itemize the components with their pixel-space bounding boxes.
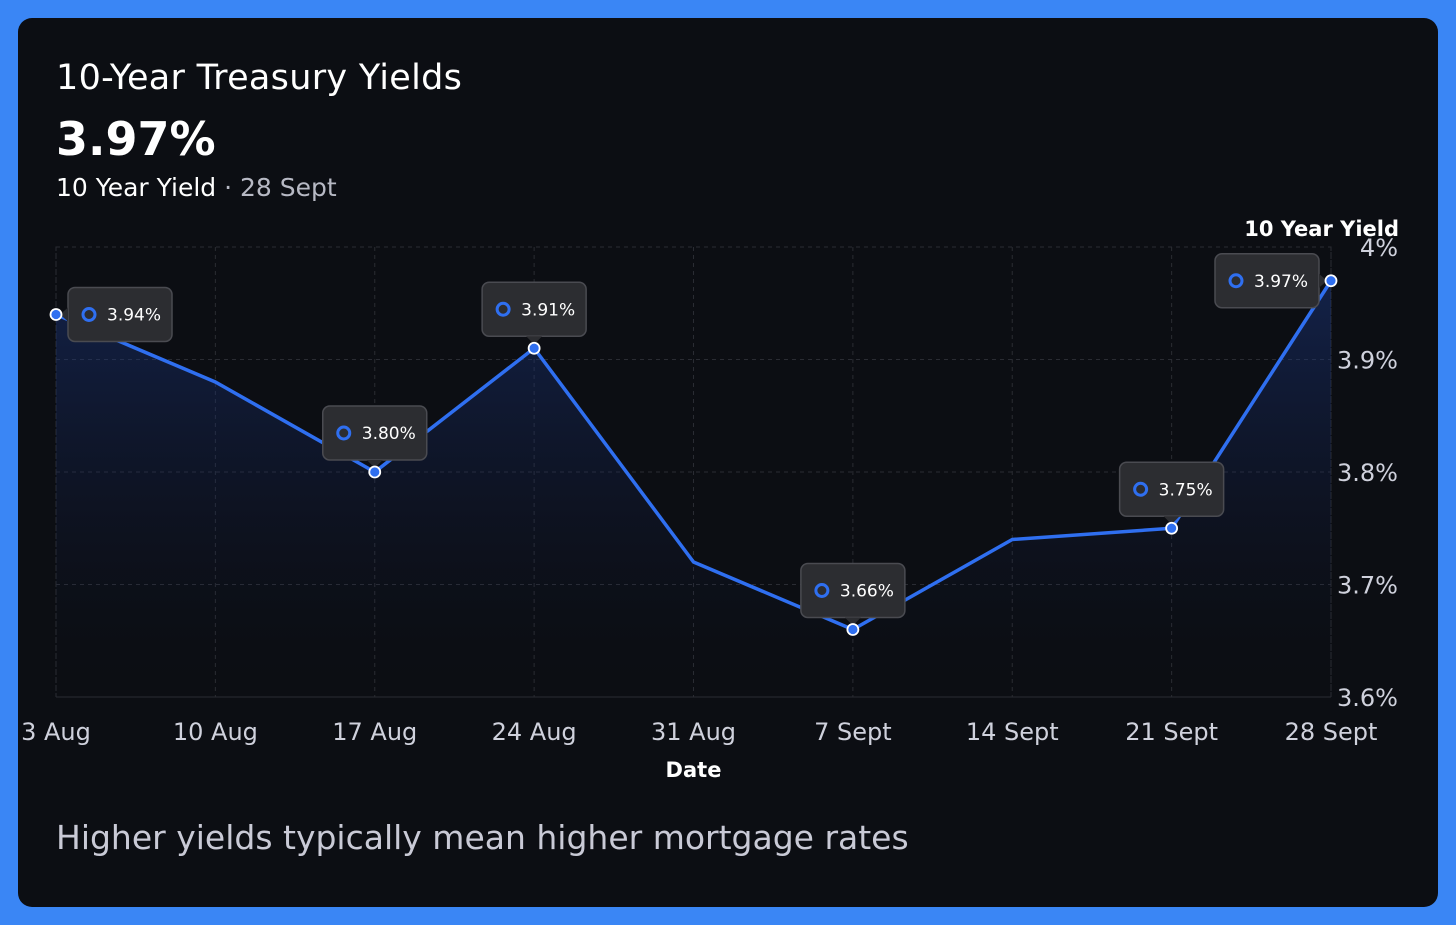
y-tick-label: 3.8%: [1337, 459, 1398, 487]
point-label-pointer: [526, 336, 543, 345]
x-tick-label: 10 Aug: [173, 718, 258, 746]
y-tick-label: 3.6%: [1337, 684, 1398, 712]
subtitle: 10 Year Yield · 28 Sept: [56, 173, 337, 202]
chart-points: [49, 274, 1338, 636]
chart-point-labels: 3.94% 3.80% 3.91% 3.66% 3.75% 3.97%: [60, 253, 1327, 626]
data-point[interactable]: [1165, 521, 1179, 535]
x-tick-label: 17 Aug: [332, 718, 417, 746]
series-marker-icon: [1133, 481, 1149, 497]
point-label-text: 3.94%: [107, 306, 161, 326]
point-label-text: 3.91%: [521, 300, 575, 320]
footer-note: Higher yields typically mean higher mort…: [56, 818, 909, 857]
point-label-pointer: [1319, 273, 1327, 288]
series-marker-icon: [81, 307, 97, 322]
chart-area-layer: [56, 280, 1331, 697]
x-tick-label: 28 Sept: [1285, 718, 1378, 746]
point-label-pointer: [1163, 516, 1180, 525]
point-label: 3.97%: [1214, 253, 1327, 309]
point-label-pointer: [366, 460, 383, 468]
subtitle-label: 10 Year Yield: [56, 173, 217, 202]
point-label-text: 3.97%: [1254, 272, 1308, 292]
x-tick-label: 31 Aug: [651, 718, 736, 746]
point-label-text: 3.80%: [362, 424, 416, 444]
data-point[interactable]: [527, 341, 541, 355]
data-point[interactable]: [368, 465, 382, 479]
page-title: 10-Year Treasury Yields: [56, 58, 463, 98]
series-line: [54, 279, 1333, 632]
series-marker-icon: [336, 425, 352, 441]
y-tick-label: 3.9%: [1337, 347, 1398, 375]
subtitle-date: 28 Sept: [240, 173, 337, 202]
series-marker-icon: [495, 301, 511, 317]
data-point[interactable]: [846, 623, 860, 636]
x-tick-label: 14 Sept: [966, 718, 1059, 746]
y-tick-label: 3.7%: [1337, 572, 1398, 600]
point-label-text: 3.66%: [840, 582, 894, 602]
series-marker-icon: [814, 583, 830, 598]
subtitle-separator: ·: [224, 173, 233, 202]
series-area: [56, 280, 1331, 697]
y-axis-ticks: 3.6% 3.7% 3.8% 3.9% 4%: [1337, 234, 1398, 712]
point-label: 3.94%: [60, 286, 173, 343]
x-tick-label: 21 Sept: [1125, 718, 1218, 746]
point-label-pointer: [60, 307, 68, 322]
x-tick-label: 3 Aug: [21, 718, 91, 746]
series-marker-icon: [1228, 273, 1244, 289]
data-point[interactable]: [49, 308, 63, 321]
point-label: 3.66%: [800, 562, 906, 626]
current-yield-value: 3.97%: [56, 112, 216, 166]
point-label-text: 3.75%: [1159, 480, 1213, 500]
x-tick-label: 7 Sept: [814, 718, 892, 746]
y-tick-label: 4%: [1360, 234, 1398, 262]
point-label: 3.75%: [1118, 461, 1225, 525]
point-label: 3.91%: [481, 281, 587, 345]
x-axis-ticks: 3 Aug 10 Aug 17 Aug 24 Aug 31 Aug 7 Sept 14 Se…: [21, 718, 1377, 746]
data-point[interactable]: [1324, 274, 1338, 288]
legend-series-name: 10 Year Yield: [1244, 217, 1399, 241]
point-label-pointer: [844, 617, 861, 626]
chart-line-layer: [54, 279, 1333, 632]
x-axis-title: Date: [666, 758, 722, 782]
point-label: 3.80%: [322, 405, 428, 468]
x-tick-label: 24 Aug: [492, 718, 577, 746]
